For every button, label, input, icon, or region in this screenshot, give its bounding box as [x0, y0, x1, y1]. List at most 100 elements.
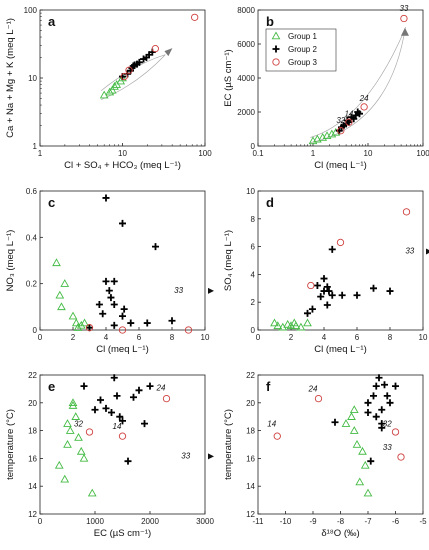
- point-f-group2-5: [381, 381, 388, 389]
- point-f-group2-13: [367, 457, 375, 465]
- point-d-group2-13: [386, 287, 394, 295]
- point-c-group1-7: [73, 323, 83, 331]
- point-d-group3-0: [402, 208, 411, 216]
- plot-frame-d: [257, 190, 424, 331]
- point-d-group3-2: [307, 281, 315, 290]
- plot-frame-e: [39, 374, 206, 515]
- y-axis-label-b: EC (µS cm⁻¹): [223, 49, 234, 106]
- point-c-group1-2: [55, 290, 65, 299]
- y-tick-label-d-3: 6: [251, 243, 256, 252]
- offscale-arrow-e: [208, 453, 214, 460]
- point-c-group2-3: [102, 277, 110, 285]
- y-tick-label-e-3: 18: [28, 427, 37, 436]
- point-e-group1-9: [87, 488, 97, 497]
- point-d-group2-7: [323, 301, 331, 309]
- point-e-group2-12: [146, 382, 154, 390]
- point-c-group3-0: [85, 324, 94, 332]
- point-d-group1-0: [270, 318, 279, 327]
- annotation-d-33: 33: [405, 247, 414, 256]
- point-f-group3-1: [273, 432, 281, 440]
- point-a-group3-1: [125, 66, 133, 74]
- x-tick-label-c-1: 2: [71, 333, 76, 342]
- point-e-group1-2: [63, 419, 72, 427]
- y-tick-label-c-2: 0.4: [26, 233, 38, 242]
- panel-b: 0.1 1 10 100 0 2000 4000 6000 8000 Cl (meq L⁻¹) EC…: [223, 4, 429, 171]
- point-c-group2-11: [119, 312, 126, 320]
- panel-label-f: f: [266, 379, 271, 394]
- y-tick-label-e-5: 22: [28, 371, 37, 380]
- y-tick-label-d-4: 8: [251, 215, 256, 224]
- point-f-group3-3: [397, 453, 405, 461]
- point-c-group1-1: [60, 279, 70, 287]
- trend-arrow-b: [400, 27, 409, 36]
- point-f-group1-3: [352, 439, 362, 448]
- point-f-group2-2: [364, 399, 372, 407]
- point-d-group3-1: [336, 238, 345, 247]
- x-axis-label-f: δ¹⁸O (‰): [321, 528, 359, 539]
- point-f-group3-0: [314, 394, 323, 403]
- y-tick-label-a-1: 10: [28, 74, 37, 83]
- point-f-group1-8: [349, 426, 359, 434]
- legend-label-1: Group 1: [288, 32, 317, 41]
- annotation-b-32: 32: [336, 116, 345, 125]
- x-tick-label-f-2: -9: [309, 517, 317, 526]
- annotation-e-32: 32: [74, 419, 83, 428]
- y-tick-label-f-5: 22: [246, 371, 255, 380]
- point-e-group1-4: [71, 412, 81, 420]
- point-a-group1-6: [118, 73, 127, 82]
- x-tick-label-f-4: -7: [364, 517, 372, 526]
- point-a-group2-4: [129, 62, 137, 70]
- y-tick-label-b-1: 2000: [237, 108, 255, 117]
- y-tick-label-e-1: 14: [28, 482, 37, 491]
- point-e-group3-0: [162, 394, 171, 403]
- x-tick-label-c-2: 4: [104, 333, 109, 342]
- point-b-group1-4: [327, 129, 337, 138]
- x-tick-label-c-3: 6: [137, 333, 142, 342]
- point-c-group2-15: [86, 324, 93, 332]
- x-tick-label-d-0: 0: [256, 333, 261, 342]
- x-tick-label-d-5: 10: [419, 333, 428, 342]
- y-tick-label-e-4: 20: [28, 399, 37, 408]
- annotation-b-24: 24: [359, 94, 369, 103]
- point-f-group1-0: [341, 419, 351, 427]
- point-b-group3-2: [360, 103, 368, 111]
- point-e-group1-11: [63, 439, 72, 448]
- point-e-group2-8: [124, 457, 132, 465]
- point-d-group2-12: [370, 284, 377, 292]
- point-d-group1-8: [289, 318, 299, 327]
- point-c-group2-14: [168, 317, 176, 325]
- y-tick-label-b-4: 8000: [237, 6, 255, 15]
- point-e-group3-1: [85, 428, 94, 436]
- x-axis-label-b: Cl (meq L⁻¹): [314, 160, 367, 171]
- plot-frame-f: [257, 374, 424, 515]
- point-c-group2-13: [143, 319, 151, 327]
- point-d-group2-2: [320, 275, 328, 283]
- point-d-group2-10: [308, 305, 316, 313]
- legend-label-3: Group 3: [288, 58, 317, 67]
- point-f-group1-4: [358, 446, 367, 455]
- panel-label-e: e: [48, 379, 55, 394]
- point-c-group2-1: [119, 219, 126, 227]
- y-axis-label-d: SO₄ (meq L⁻¹): [223, 230, 234, 291]
- x-tick-label-b-0: 0.1: [252, 149, 264, 158]
- y-tick-label-c-1: 0.2: [26, 280, 38, 289]
- point-legend-group3-0: [272, 58, 280, 66]
- point-c-group2-4: [110, 277, 118, 285]
- point-e-group2-11: [141, 420, 148, 428]
- point-e-group2-3: [102, 404, 110, 412]
- x-tick-label-f-5: -6: [392, 517, 400, 526]
- y-tick-label-d-2: 4: [251, 270, 256, 279]
- point-c-group1-6: [76, 320, 86, 329]
- y-tick-label-c-3: 0.6: [26, 187, 38, 196]
- point-d-group2-8: [338, 291, 346, 299]
- annotation-b-33: 33: [399, 4, 408, 13]
- y-tick-label-f-4: 20: [246, 399, 255, 408]
- y-tick-label-b-2: 4000: [237, 74, 255, 83]
- y-tick-label-a-2: 100: [24, 6, 38, 15]
- point-c-group2-7: [95, 301, 103, 309]
- x-tick-label-f-3: -8: [337, 517, 345, 526]
- x-tick-label-c-5: 10: [201, 333, 210, 342]
- point-c-group2-10: [99, 310, 107, 318]
- y-axis-label-e: temperature (°C): [5, 409, 16, 480]
